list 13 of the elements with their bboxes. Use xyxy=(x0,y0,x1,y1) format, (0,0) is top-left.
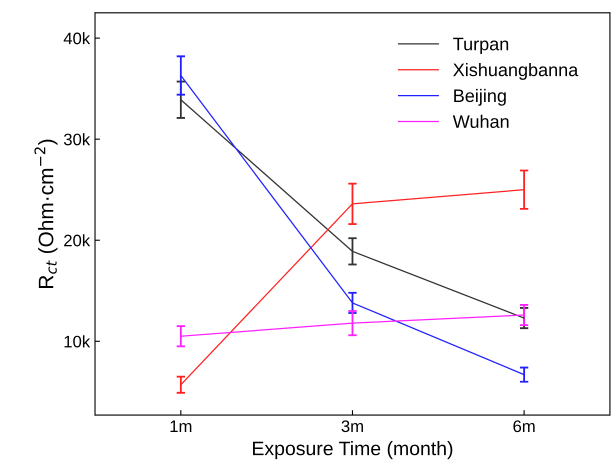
y-tick-label: 20k xyxy=(64,234,90,246)
y-tick-label: 30k xyxy=(64,133,90,146)
y-tick-label: 40k xyxy=(64,32,90,44)
x-tick-label: 6m xyxy=(513,420,535,432)
legend-label: Xishuangbanna xyxy=(453,63,578,80)
y-axis-title: R$_{ct}$ (Ohm·cm$^{−2}$) xyxy=(34,140,58,288)
legend-label: Beijing xyxy=(454,88,506,106)
x-tick-label: 1m xyxy=(170,420,192,432)
x-axis-title: Exposure Time (month) xyxy=(253,441,452,460)
x-tick-label: 3m xyxy=(342,420,363,432)
legend-label: Turpan xyxy=(453,38,508,54)
legend-label: Wuhan xyxy=(452,114,508,128)
y-tick-label: 10k xyxy=(64,335,90,348)
